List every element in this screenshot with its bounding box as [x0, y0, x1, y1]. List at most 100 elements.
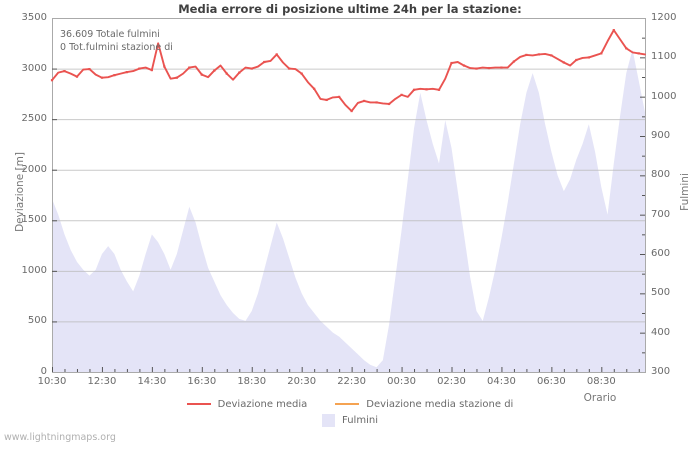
plot-frame [52, 18, 646, 373]
y-axis-right-tick-label: 1000 [651, 90, 677, 102]
data-point-marker [175, 76, 178, 79]
y-axis-left-label: Deviazione [m] [14, 152, 26, 232]
data-point-marker [637, 52, 640, 55]
data-point-marker [562, 61, 565, 64]
y-axis-left-tick-label: 2500 [21, 113, 47, 125]
data-point-marker [412, 88, 416, 91]
y-axis-right-tick-label: 700 [651, 208, 671, 220]
x-axis-tick-label: 12:30 [87, 376, 117, 387]
data-point-marker [313, 87, 316, 90]
x-axis-tick-label: 14:30 [137, 376, 167, 387]
annotation-station-lightning: 0 Tot.fulmini stazione di [60, 42, 173, 53]
data-point-marker [100, 76, 104, 79]
y-axis-left-tick-label: 0 [40, 366, 47, 377]
y-axis-right-tick-label: 900 [651, 130, 671, 141]
x-axis-tick-label: 02:30 [437, 376, 466, 387]
data-point-marker [575, 58, 578, 62]
chart-legend: Deviazione media Deviazione media stazion… [0, 396, 700, 428]
data-point-marker [138, 67, 141, 70]
data-point-marker [188, 66, 191, 69]
data-point-marker [425, 88, 428, 91]
legend-row-primary: Deviazione media Deviazione media stazion… [0, 396, 700, 412]
data-point-marker [200, 73, 203, 76]
x-axis-tick-label: 22:30 [337, 376, 367, 387]
legend-item-label: Deviazione media [217, 398, 308, 410]
legend-row-secondary: Fulmini [0, 412, 700, 428]
data-point-marker [288, 67, 291, 70]
data-point-marker [587, 56, 590, 59]
x-axis-tick-label: 04:30 [487, 376, 516, 387]
y-axis-left-tick-label: 1500 [21, 214, 47, 226]
data-point-marker [400, 93, 403, 96]
y-axis-left-tick-label: 2000 [21, 163, 47, 175]
data-point-marker [375, 101, 378, 104]
annotation-total-lightning: 36.609 Totale fulmini [60, 29, 160, 40]
y-axis-right-tick-label: 600 [651, 248, 671, 259]
y-axis-right-tick-label: 300 [651, 366, 671, 377]
x-axis-tick-label: 10:30 [37, 376, 67, 387]
x-axis-tick-label: 08:30 [586, 376, 616, 387]
data-point-marker [250, 67, 253, 70]
footer-attribution: www.lightningmaps.org [4, 432, 116, 443]
x-axis-tick-label: 16:30 [187, 376, 217, 387]
data-point-marker [512, 60, 516, 63]
data-point-marker [462, 64, 466, 67]
data-point-marker [500, 66, 503, 69]
data-point-marker [338, 95, 341, 98]
data-point-marker [537, 53, 540, 56]
data-point-marker [50, 79, 54, 82]
data-point-marker [450, 61, 453, 65]
data-point-marker [325, 98, 328, 102]
x-axis-label: Orario [583, 392, 617, 404]
legend-item[interactable]: Deviazione media stazione di [335, 399, 513, 410]
data-point-marker [300, 72, 303, 75]
data-point-marker [163, 65, 166, 68]
legend-item[interactable]: Fulmini [322, 413, 378, 427]
legend-line-swatch [186, 403, 211, 405]
data-point-marker [487, 66, 491, 70]
data-point-marker [125, 71, 129, 74]
legend-line-swatch [335, 403, 360, 405]
data-point-marker [475, 67, 478, 70]
legend-item-label: Deviazione media stazione di [366, 398, 514, 410]
data-point-marker [225, 72, 228, 75]
data-point-marker [275, 53, 278, 56]
x-axis-tick-label: 20:30 [287, 376, 317, 387]
data-point-marker [213, 69, 216, 72]
data-point-marker [525, 53, 528, 57]
chart-title: Media errore di posizione ultime 24h per… [178, 2, 522, 16]
y-axis-left-tick-label: 500 [27, 315, 47, 327]
data-point-marker [625, 47, 628, 50]
data-point-marker [63, 70, 66, 73]
legend-item[interactable]: Deviazione media [186, 398, 308, 410]
data-point-marker [350, 109, 353, 113]
data-point-marker [437, 88, 441, 91]
y-axis-right-tick-label: 400 [651, 326, 671, 338]
data-point-marker [550, 54, 553, 57]
data-point-marker [363, 99, 366, 103]
data-point-marker [88, 67, 91, 71]
y-axis-left-tick-label: 3500 [21, 12, 47, 23]
data-point-marker [113, 74, 116, 77]
y-axis-right-tick-label: 800 [651, 169, 671, 181]
y-axis-right-tick-label: 500 [651, 287, 671, 299]
y-axis-right-tick-label: 1200 [651, 12, 677, 23]
data-point-marker [75, 75, 79, 78]
lightning-area-series [52, 49, 645, 372]
data-point-marker [263, 60, 266, 64]
data-point-marker [612, 29, 615, 32]
legend-item-label: Fulmini [342, 414, 378, 426]
y-axis-left-tick-label: 3000 [21, 62, 47, 74]
y-axis-right-tick-label: 1100 [651, 51, 677, 63]
data-point-marker [150, 68, 153, 72]
x-axis-tick-label: 18:30 [237, 376, 267, 387]
x-axis-tick-label: 00:30 [387, 376, 416, 387]
x-axis-tick-label: 06:30 [536, 376, 566, 387]
legend-area-swatch [322, 413, 336, 427]
data-point-marker [238, 71, 241, 74]
data-point-marker [387, 102, 391, 106]
data-point-marker [600, 52, 603, 55]
y-axis-left-tick-label: 1000 [21, 264, 47, 276]
